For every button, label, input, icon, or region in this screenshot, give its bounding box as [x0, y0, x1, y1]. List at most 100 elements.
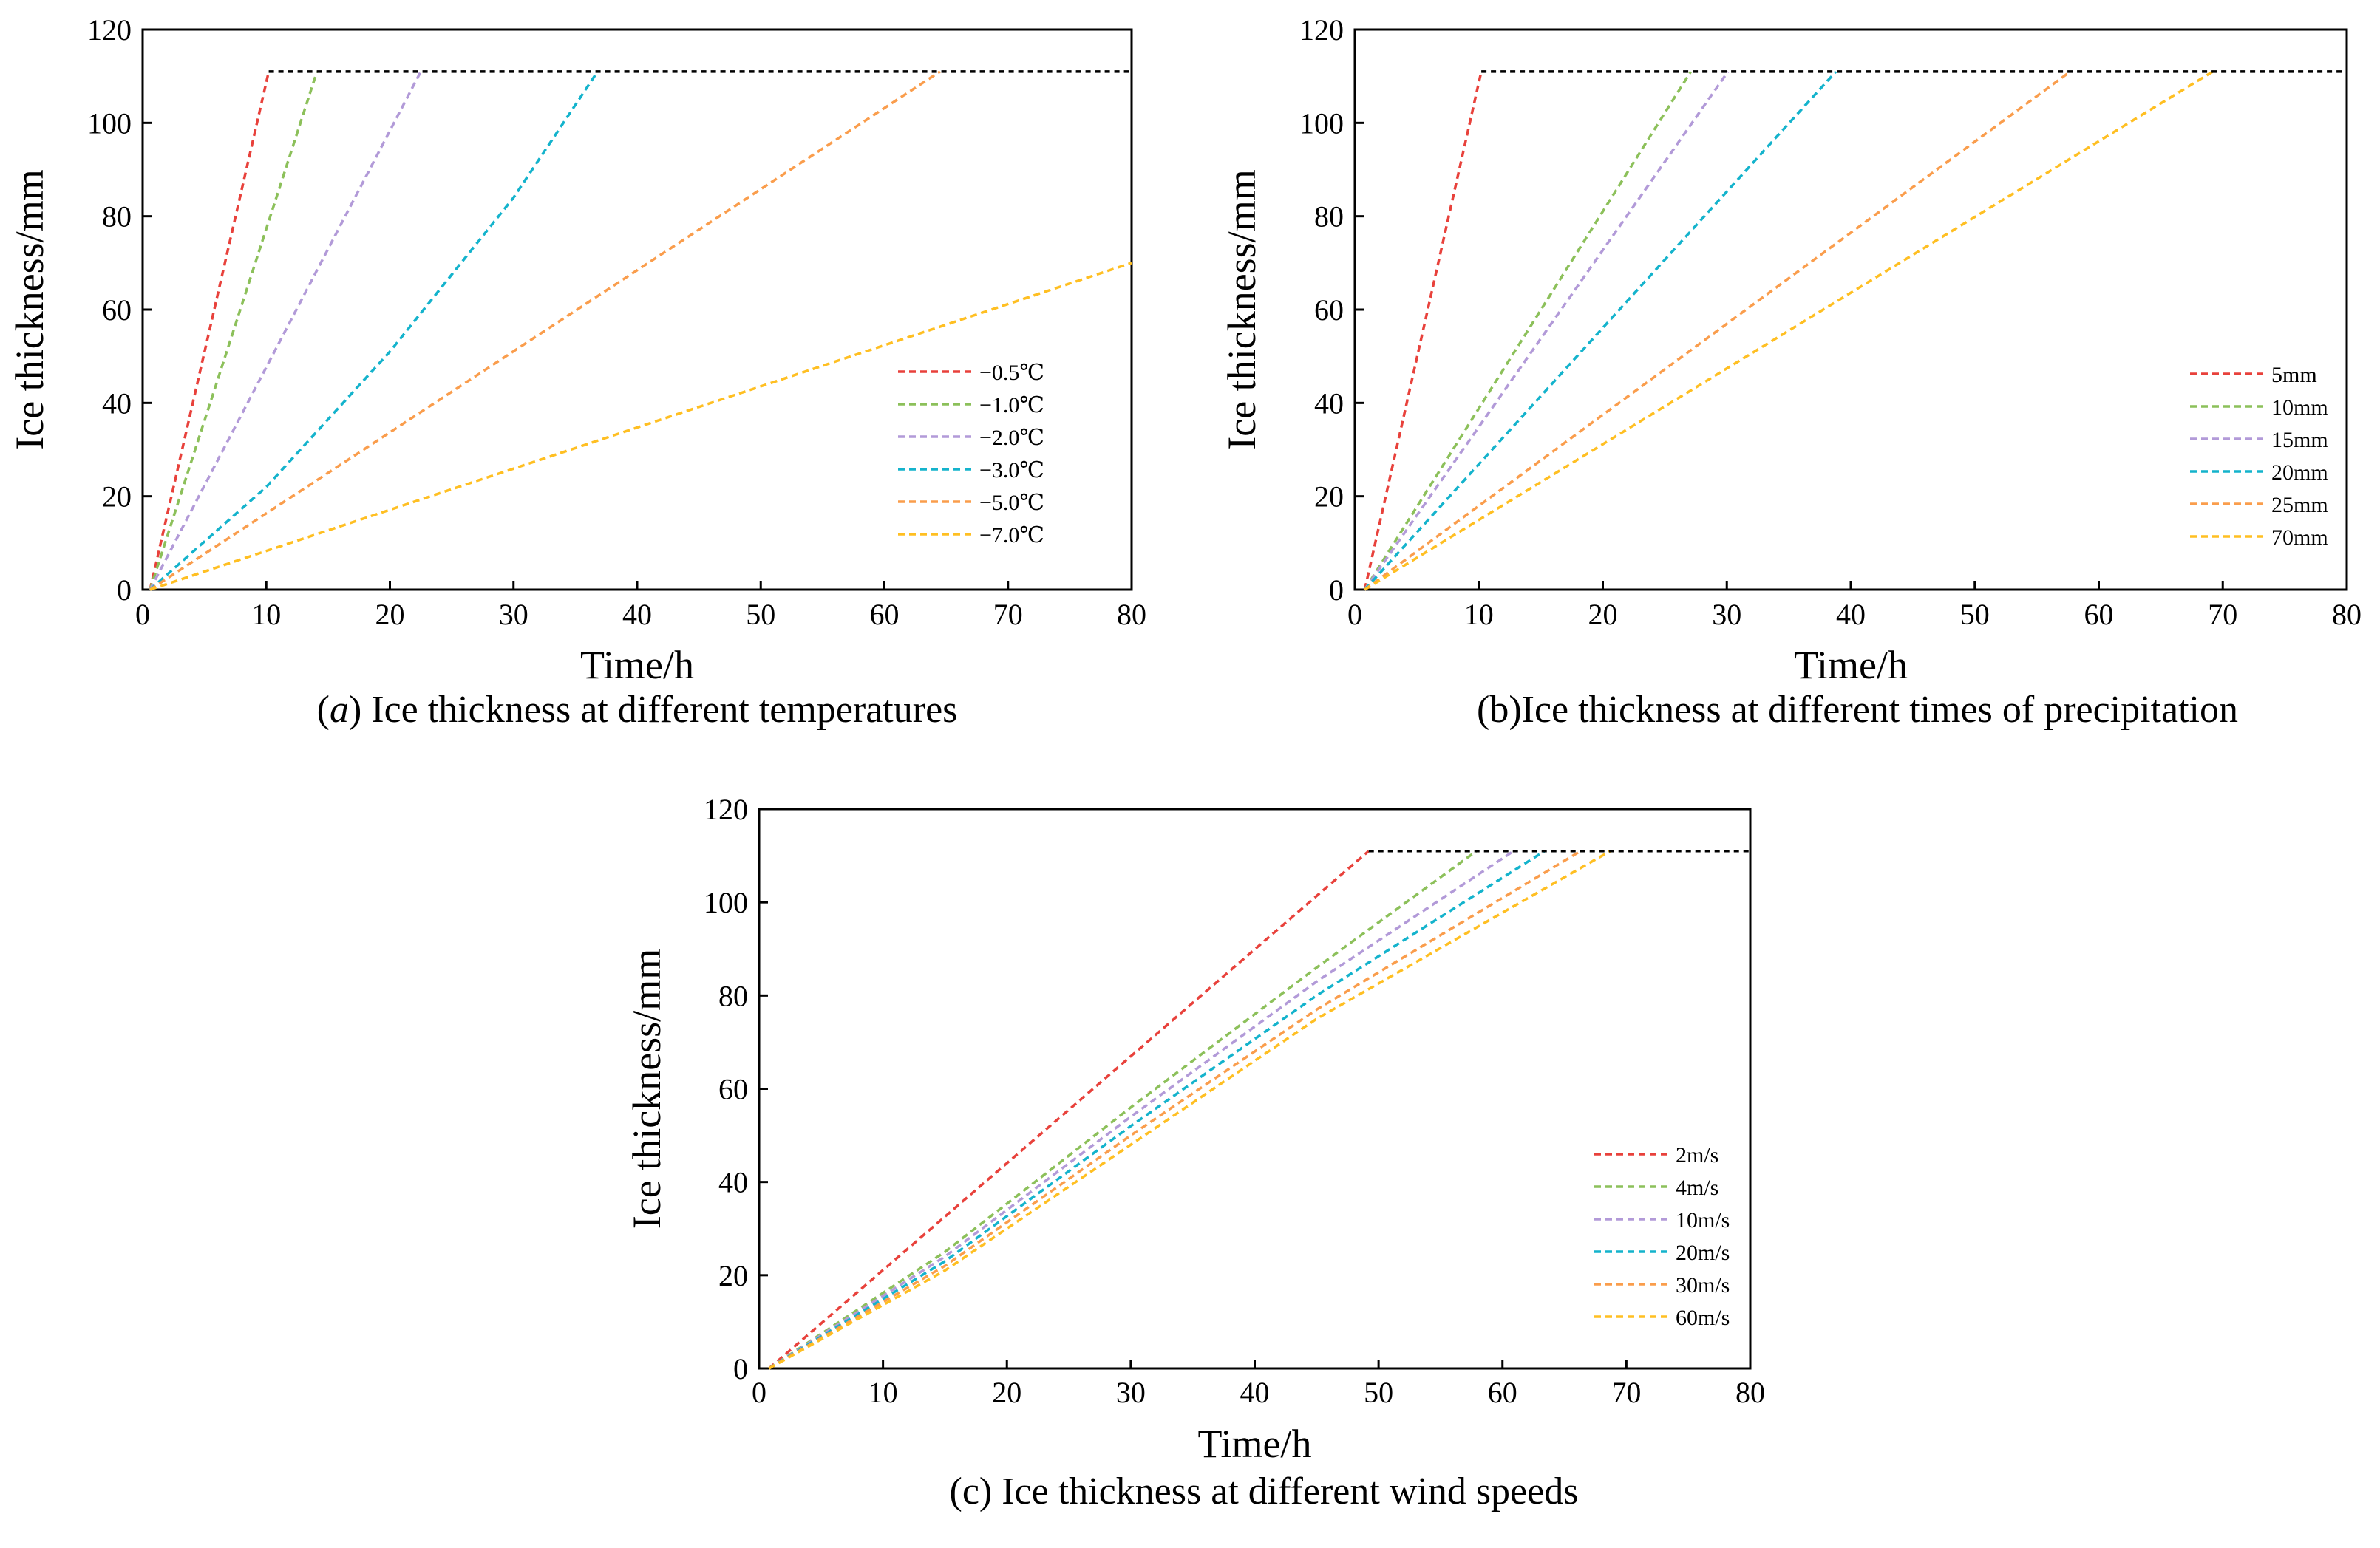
- panel-caption: (a) Ice thickness at different temperatu…: [317, 689, 958, 731]
- x-tick-label: 60: [2084, 598, 2114, 631]
- y-tick-label: 80: [102, 200, 132, 233]
- y-tick-label: 0: [733, 1352, 748, 1385]
- legend-label-2: 10mm: [2271, 395, 2328, 420]
- legend-label-6: 70mm: [2271, 525, 2328, 550]
- legend: 5mm 10mm 15mm 20mm 25mm 70mm: [2190, 363, 2328, 550]
- series-line-1: [768, 850, 1370, 1370]
- x-tick-label: 30: [1116, 1376, 1146, 1409]
- x-axis-title: Time/h: [580, 643, 694, 687]
- y-axis-title: Ice thickness/mm: [1220, 169, 1264, 449]
- legend: −0.5℃ −1.0℃ −2.0℃ −3.0℃ −5.0℃ −7.0℃: [898, 361, 1044, 548]
- x-tick-label: 0: [135, 598, 150, 631]
- series-line-6: [1364, 70, 2214, 591]
- series-line-2: [1363, 70, 1693, 590]
- legend-label-1: 2m/s: [1676, 1143, 1718, 1167]
- x-tick-label: 20: [1588, 598, 1618, 631]
- x-tick-label: 0: [752, 1376, 766, 1409]
- y-tick-label: 80: [1314, 200, 1344, 233]
- x-tick-label: 70: [993, 598, 1023, 631]
- legend-label-2: −1.0℃: [979, 393, 1044, 417]
- y-tick-label: 20: [1314, 480, 1344, 514]
- x-axis-title: Time/h: [1197, 1422, 1311, 1466]
- series-line-1: [1363, 71, 1483, 590]
- series-line-4: [1364, 70, 1837, 591]
- series-line-3: [768, 850, 1514, 1370]
- y-tick-label: 120: [704, 793, 748, 826]
- series-line-4: [768, 850, 1546, 1370]
- y-tick-label: 0: [1329, 573, 1344, 607]
- y-tick-label: 120: [87, 13, 132, 47]
- y-tick-label: 100: [704, 886, 748, 919]
- series-line-6: [768, 850, 1611, 1370]
- panel-a: 0 10 20 30 40 50 60 70 80 0 20 40 60 80 100 120 Time/h Ic…: [7, 13, 1146, 731]
- caption-letter: a: [330, 689, 349, 731]
- x-tick-label: 10: [251, 598, 281, 631]
- y-axis-title: Ice thickness/mm: [625, 949, 669, 1229]
- y-tick-label: 40: [1314, 386, 1344, 420]
- y-tick-label: 20: [102, 480, 132, 514]
- x-tick-label: 60: [1488, 1376, 1517, 1409]
- series-line-2: [768, 850, 1478, 1370]
- x-tick-label: 70: [2208, 598, 2237, 631]
- legend-label-1: 5mm: [2271, 363, 2317, 387]
- x-tick-label: 60: [870, 598, 900, 631]
- x-axis-title: Time/h: [1794, 643, 1908, 687]
- x-tick-label: 40: [1240, 1376, 1270, 1409]
- x-tick-label: 30: [499, 598, 528, 631]
- legend-label-5: 25mm: [2271, 493, 2328, 517]
- x-tick-label: 50: [1364, 1376, 1393, 1409]
- x-tick-label: 30: [1712, 598, 1741, 631]
- caption-text: (c) Ice thickness at different wind spee…: [950, 1470, 1579, 1513]
- y-tick-label: 120: [1299, 13, 1344, 47]
- y-tick-label: 0: [117, 573, 132, 607]
- legend-label-3: 15mm: [2271, 428, 2328, 452]
- series-line-1: [149, 71, 271, 590]
- legend-label-6: −7.0℃: [979, 523, 1044, 548]
- legend-label-4: 20mm: [2271, 460, 2328, 485]
- series-line-5: [1364, 70, 2071, 591]
- x-tick-label: 10: [1464, 598, 1494, 631]
- y-tick-label: 60: [1314, 293, 1344, 327]
- x-tick-label: 80: [2332, 598, 2362, 631]
- series-line-5: [149, 70, 941, 591]
- series-line-3: [1363, 70, 1730, 591]
- y-tick-label: 40: [102, 386, 132, 420]
- panel-caption: (c) Ice thickness at different wind spee…: [950, 1470, 1579, 1513]
- legend-label-4: 20m/s: [1676, 1241, 1730, 1265]
- legend-label-6: 60m/s: [1676, 1306, 1730, 1330]
- x-tick-label: 20: [992, 1376, 1021, 1409]
- x-tick-label: 40: [1836, 598, 1866, 631]
- panel-c: 0 10 20 30 40 50 60 70 80 0 20 40 60 80 100 120 Time/h Ic…: [625, 793, 1765, 1513]
- y-tick-label: 60: [102, 293, 132, 327]
- caption-text: (b)Ice thickness at different times of p…: [1477, 689, 2238, 731]
- x-tick-label: 50: [746, 598, 775, 631]
- x-tick-label: 20: [375, 598, 405, 631]
- y-tick-label: 100: [87, 106, 132, 140]
- y-tick-label: 80: [718, 979, 748, 1012]
- caption-text: ) Ice thickness at different temperature…: [349, 689, 957, 731]
- x-tick-label: 80: [1735, 1376, 1765, 1409]
- plot-frame: [1353, 28, 2348, 591]
- series-line-6: [149, 262, 1132, 591]
- legend-label-5: −5.0℃: [979, 491, 1044, 515]
- y-tick-label: 20: [718, 1259, 748, 1292]
- x-tick-label: 80: [1117, 598, 1146, 631]
- y-tick-label: 60: [718, 1073, 748, 1106]
- y-axis-title: Ice thickness/mm: [7, 169, 52, 449]
- x-tick-label: 0: [1347, 598, 1362, 631]
- x-tick-label: 10: [868, 1376, 898, 1409]
- caption-prefix: (: [317, 689, 330, 731]
- legend-label-3: −2.0℃: [979, 426, 1044, 450]
- panel-caption: (b)Ice thickness at different times of p…: [1477, 689, 2238, 731]
- series-line-3: [149, 71, 422, 590]
- legend-label-1: −0.5℃: [979, 361, 1044, 385]
- plot-frame: [758, 808, 1752, 1370]
- panel-b: 0 10 20 30 40 50 60 70 80 0 20 40 60 80 100 120 Time/h Ic…: [1220, 13, 2362, 731]
- legend-label-3: 10m/s: [1676, 1208, 1730, 1232]
- x-tick-label: 70: [1611, 1376, 1641, 1409]
- legend-label-2: 4m/s: [1676, 1176, 1718, 1200]
- y-tick-label: 100: [1299, 106, 1344, 140]
- x-tick-label: 50: [1960, 598, 1990, 631]
- series-line-2: [149, 71, 319, 590]
